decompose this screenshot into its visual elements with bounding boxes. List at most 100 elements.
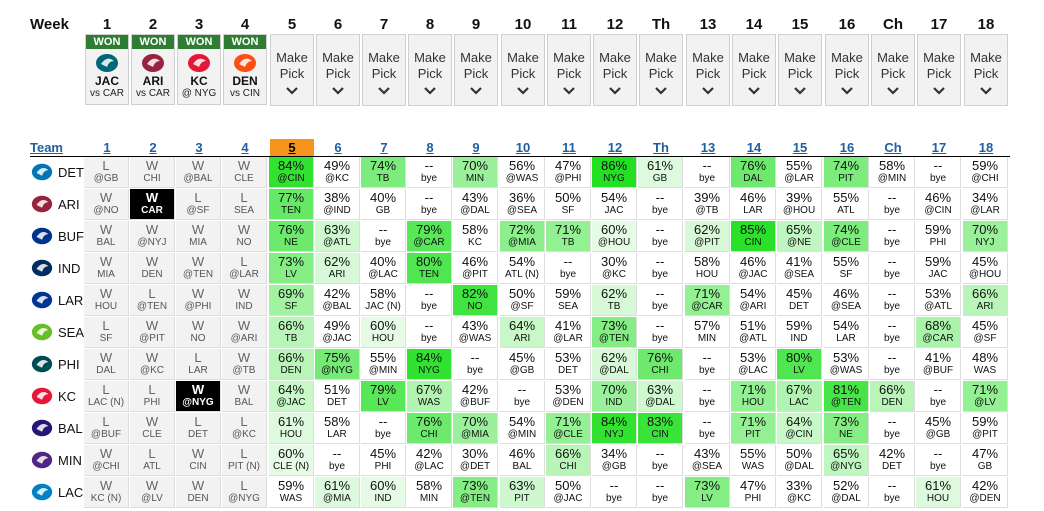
pick-card-week-1[interactable]: WON JAC vs CAR (85, 34, 129, 105)
matchup-cell[interactable]: W @TB (222, 349, 267, 380)
matchup-cell[interactable]: 65% @NYG (824, 445, 869, 476)
matchup-cell[interactable]: W DAL (84, 349, 129, 380)
matchup-cell[interactable]: -- bye (453, 349, 498, 380)
matchup-cell[interactable]: -- bye (407, 285, 452, 316)
matchup-cell[interactable]: L @KC (222, 413, 267, 444)
matchup-cell[interactable]: 46% BAL (500, 445, 545, 476)
matchup-cell[interactable]: -- bye (638, 477, 683, 508)
matchup-cell[interactable]: 74% @CLE (824, 221, 869, 252)
pick-card-week-3[interactable]: WON KC @ NYG (177, 34, 221, 105)
matchup-cell[interactable]: W CIN (176, 445, 221, 476)
matchup-cell[interactable]: -- bye (685, 349, 730, 380)
matchup-cell[interactable]: 74% PIT (824, 157, 869, 188)
week-column-link-5[interactable]: 5 (270, 139, 314, 156)
matchup-cell[interactable]: -- bye (407, 317, 452, 348)
matchup-cell[interactable]: 58% @MIN (870, 157, 915, 188)
matchup-cell[interactable]: 58% KC (453, 221, 498, 252)
matchup-cell[interactable]: 45% @GB (916, 413, 961, 444)
matchup-cell[interactable]: -- bye (870, 413, 915, 444)
matchup-cell[interactable]: L @NYG (222, 477, 267, 508)
matchup-cell[interactable]: 42% @BUF (453, 381, 498, 412)
matchup-cell[interactable]: 71% @CAR (685, 285, 730, 316)
matchup-cell[interactable]: 54% @ARI (731, 285, 776, 316)
matchup-cell[interactable]: W CLE (222, 157, 267, 188)
week-column-link-6[interactable]: 6 (334, 140, 342, 155)
matchup-cell[interactable]: W NO (176, 317, 221, 348)
matchup-cell[interactable]: 30% @KC (592, 253, 637, 284)
matchup-cell[interactable]: 54% JAC (592, 189, 637, 220)
matchup-cell[interactable]: 49% @JAC (315, 317, 360, 348)
selected-pick-cell[interactable]: W CAR (130, 189, 175, 220)
matchup-cell[interactable]: W @KC (130, 349, 175, 380)
matchup-cell[interactable]: 64% @CIN (777, 413, 822, 444)
make-pick-button-week-6[interactable]: Make Pick (316, 34, 360, 106)
make-pick-button-week-12[interactable]: Make Pick (593, 34, 637, 106)
matchup-cell[interactable]: -- bye (407, 189, 452, 220)
matchup-cell[interactable]: -- bye (407, 157, 452, 188)
week-column-link-1[interactable]: 1 (103, 140, 111, 155)
matchup-cell[interactable]: -- bye (315, 445, 360, 476)
week-column-link-Th[interactable]: Th (653, 140, 669, 155)
matchup-cell[interactable]: 41% @SEA (777, 253, 822, 284)
matchup-cell[interactable]: 79% @CAR (407, 221, 452, 252)
make-pick-button-week-18[interactable]: Make Pick (964, 34, 1008, 106)
week-column-link-14[interactable]: 14 (746, 140, 762, 155)
matchup-cell[interactable]: L LAC (N) (84, 381, 129, 412)
matchup-cell[interactable]: 84% NYG (407, 349, 452, 380)
matchup-cell[interactable]: -- bye (638, 189, 683, 220)
matchup-cell[interactable]: 58% LAR (315, 413, 360, 444)
matchup-cell[interactable]: 82% NO (453, 285, 498, 316)
matchup-cell[interactable]: 55% @LAR (777, 157, 822, 188)
matchup-cell[interactable]: -- bye (685, 381, 730, 412)
matchup-cell[interactable]: L DET (176, 413, 221, 444)
matchup-cell[interactable]: 50% @JAC (546, 477, 591, 508)
matchup-cell[interactable]: 70% @MIA (453, 413, 498, 444)
matchup-cell[interactable]: -- bye (916, 157, 961, 188)
matchup-cell[interactable]: 43% @WAS (453, 317, 498, 348)
matchup-cell[interactable]: 38% @IND (315, 189, 360, 220)
matchup-cell[interactable]: 74% TB (361, 157, 406, 188)
matchup-cell[interactable]: -- bye (638, 253, 683, 284)
make-pick-button-week-17[interactable]: Make Pick (917, 34, 961, 106)
matchup-cell[interactable]: 50% @DAL (777, 445, 822, 476)
matchup-cell[interactable]: L @TEN (130, 285, 175, 316)
matchup-cell[interactable]: 62% @PIT (685, 221, 730, 252)
matchup-cell[interactable]: 55% ATL (824, 189, 869, 220)
matchup-cell[interactable]: W @NYJ (130, 221, 175, 252)
matchup-cell[interactable]: 66% TB (269, 317, 314, 348)
make-pick-button-week-11[interactable]: Make Pick (547, 34, 591, 106)
matchup-cell[interactable]: W DEN (176, 477, 221, 508)
make-pick-button-week-9[interactable]: Make Pick (454, 34, 498, 106)
week-column-link-9[interactable]: 9 (472, 140, 480, 155)
matchup-cell[interactable]: -- bye (870, 317, 915, 348)
matchup-cell[interactable]: -- bye (500, 381, 545, 412)
matchup-cell[interactable]: 47% PHI (731, 477, 776, 508)
matchup-cell[interactable]: W @LV (130, 477, 175, 508)
matchup-cell[interactable]: W MIA (176, 221, 221, 252)
matchup-cell[interactable]: 47% GB (963, 445, 1008, 476)
matchup-cell[interactable]: -- bye (638, 445, 683, 476)
matchup-cell[interactable]: 45% DET (777, 285, 822, 316)
matchup-cell[interactable]: L SEA (222, 189, 267, 220)
matchup-cell[interactable]: 71% @LV (963, 381, 1008, 412)
matchup-cell[interactable]: 42% @DEN (963, 477, 1008, 508)
matchup-cell[interactable]: 67% WAS (407, 381, 452, 412)
matchup-cell[interactable]: -- bye (685, 413, 730, 444)
matchup-cell[interactable]: 43% @DAL (453, 189, 498, 220)
matchup-cell[interactable]: 71% TB (546, 221, 591, 252)
pick-card-week-4[interactable]: WON DEN vs CIN (223, 34, 267, 105)
matchup-cell[interactable]: 54% LAR (824, 317, 869, 348)
matchup-cell[interactable]: 60% IND (361, 477, 406, 508)
team-column-header[interactable]: Team (30, 140, 63, 155)
matchup-cell[interactable]: W @ARI (222, 317, 267, 348)
matchup-cell[interactable]: 63% PIT (500, 477, 545, 508)
matchup-cell[interactable]: 84% @CIN (269, 157, 314, 188)
matchup-cell[interactable]: L @LAR (222, 253, 267, 284)
matchup-cell[interactable]: -- bye (870, 189, 915, 220)
matchup-cell[interactable]: 58% JAC (N) (361, 285, 406, 316)
make-pick-button-week-8[interactable]: Make Pick (408, 34, 452, 106)
matchup-cell[interactable]: 80% TEN (407, 253, 452, 284)
matchup-cell[interactable]: 39% @HOU (777, 189, 822, 220)
matchup-cell[interactable]: 55% @MIN (361, 349, 406, 380)
matchup-cell[interactable]: -- bye (638, 221, 683, 252)
